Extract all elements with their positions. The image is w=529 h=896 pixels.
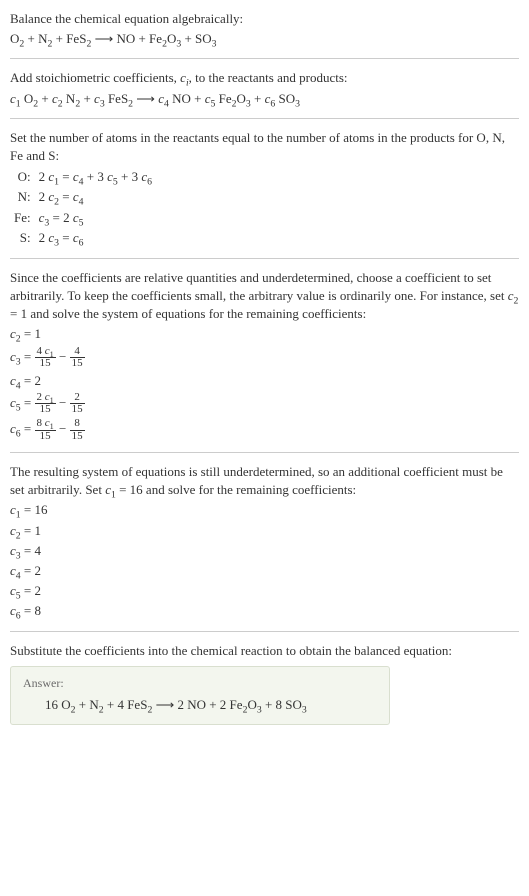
coefficient-line: c6 = 8 c115 − 815 — [10, 418, 519, 442]
intro-equation: O2 + N2 + FeS2 ⟶ NO + Fe2O3 + SO3 — [10, 30, 519, 48]
underdet1-lines: c2 = 1 c3 = 4 c115 − 415 c4 = 2 c5 = 2 c115… — [10, 325, 519, 442]
underdet2-intro: The resulting system of equations is sti… — [10, 463, 519, 499]
answer-equation: 16 O2 + N2 + 4 FeS2 ⟶ 2 NO + 2 Fe2O3 + 8… — [23, 696, 377, 714]
answer-label: Answer: — [23, 675, 377, 692]
atoms-row: Fe:c3 = 2 c5 — [10, 208, 156, 228]
atoms-eq: c3 = 2 c5 — [35, 208, 156, 228]
atoms-eq: 2 c3 = c6 — [35, 228, 156, 248]
coefficient-line: c5 = 2 — [10, 582, 519, 600]
coefficient-line: c5 = 2 c115 − 215 — [10, 392, 519, 416]
atoms-eq: 2 c2 = c4 — [35, 187, 156, 207]
fraction: 215 — [70, 392, 85, 416]
coefficient-line: c2 = 1 — [10, 522, 519, 540]
coefficient-line: c6 = 8 — [10, 602, 519, 620]
coefficient-line: c1 = 16 — [10, 501, 519, 519]
divider — [10, 58, 519, 59]
atoms-tbody: O:2 c1 = c4 + 3 c5 + 3 c6N:2 c2 = c4Fe:c… — [10, 167, 156, 248]
answer-box: Answer: 16 O2 + N2 + 4 FeS2 ⟶ 2 NO + 2 F… — [10, 666, 390, 725]
atoms-element: N: — [10, 187, 35, 207]
coefficient-line: c3 = 4 — [10, 542, 519, 560]
coefficient-line: c4 = 2 — [10, 562, 519, 580]
divider — [10, 452, 519, 453]
underdet1-intro: Since the coefficients are relative quan… — [10, 269, 519, 324]
atoms-section: Set the number of atoms in the reactants… — [10, 129, 519, 248]
atoms-element: S: — [10, 228, 35, 248]
atoms-eq: 2 c1 = c4 + 3 c5 + 3 c6 — [35, 167, 156, 187]
underdet2-lines: c1 = 16 c2 = 1 c3 = 4 c4 = 2 c5 = 2 c6 = 8 — [10, 501, 519, 620]
atoms-row: O:2 c1 = c4 + 3 c5 + 3 c6 — [10, 167, 156, 187]
atoms-intro: Set the number of atoms in the reactants… — [10, 129, 519, 165]
coefficient-line: c3 = 4 c115 − 415 — [10, 346, 519, 370]
divider — [10, 258, 519, 259]
divider — [10, 631, 519, 632]
atoms-row: N:2 c2 = c4 — [10, 187, 156, 207]
divider — [10, 118, 519, 119]
coeffs-equation: c1 O2 + c2 N2 + c3 FeS2 ⟶ c4 NO + c5 Fe2… — [10, 90, 519, 108]
coefficient-line: c2 = 1 — [10, 325, 519, 343]
fraction: 815 — [70, 418, 85, 442]
fraction: 4 c115 — [35, 346, 56, 370]
atoms-table: O:2 c1 = c4 + 3 c5 + 3 c6N:2 c2 = c4Fe:c… — [10, 167, 156, 248]
fraction: 2 c115 — [35, 392, 56, 416]
underdet2-section: The resulting system of equations is sti… — [10, 463, 519, 621]
atoms-element: Fe: — [10, 208, 35, 228]
atoms-row: S:2 c3 = c6 — [10, 228, 156, 248]
final-intro: Substitute the coefficients into the che… — [10, 642, 519, 660]
coeffs-text: Add stoichiometric coefficients, ci, to … — [10, 69, 519, 87]
underdet1-section: Since the coefficients are relative quan… — [10, 269, 519, 442]
intro-section: Balance the chemical equation algebraica… — [10, 10, 519, 48]
fraction: 415 — [70, 346, 85, 370]
fraction: 8 c115 — [35, 418, 56, 442]
coefficient-line: c4 = 2 — [10, 372, 519, 390]
final-section: Substitute the coefficients into the che… — [10, 642, 519, 725]
intro-text: Balance the chemical equation algebraica… — [10, 10, 519, 28]
atoms-element: O: — [10, 167, 35, 187]
coeffs-section: Add stoichiometric coefficients, ci, to … — [10, 69, 519, 107]
